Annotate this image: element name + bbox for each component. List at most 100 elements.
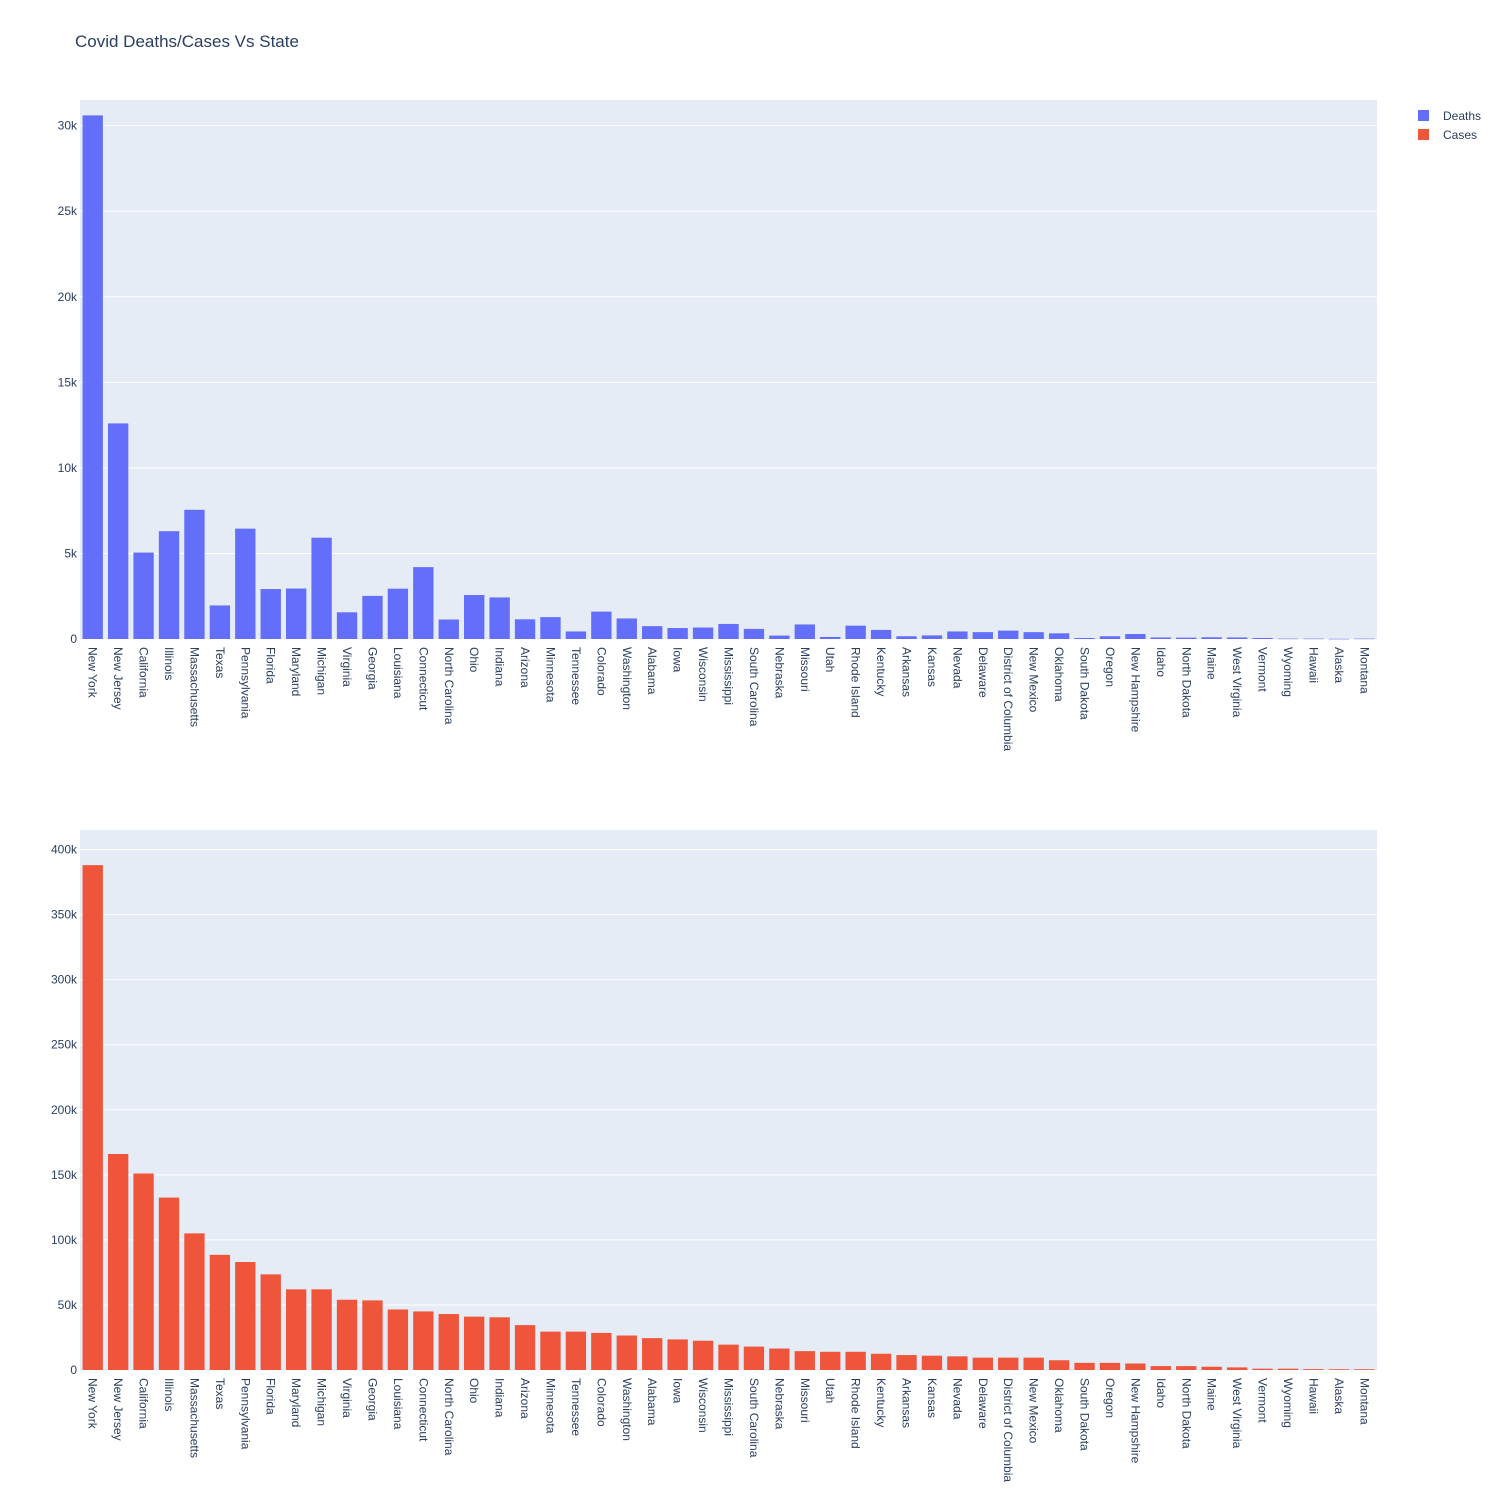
deaths-bar: [870, 629, 892, 639]
deaths-xtick-label: Vermont: [1256, 647, 1270, 692]
cases-xtick-label: Iowa: [671, 1378, 685, 1404]
deaths-xtick-label: Kansas: [925, 647, 939, 687]
deaths-xtick-label: Georgia: [365, 647, 379, 690]
cases-bar: [540, 1331, 561, 1370]
legend[interactable]: Deaths Cases: [1418, 106, 1481, 144]
chart-title: Covid Deaths/Cases Vs State: [75, 32, 299, 51]
cases-xtick-label: North Carolina: [442, 1378, 456, 1456]
deaths-xtick-label: Alaska: [1332, 647, 1346, 683]
deaths-bar: [718, 623, 739, 639]
deaths-xtick-label: Connecticut: [416, 647, 430, 711]
cases-xtick-label: Ohio: [467, 1378, 481, 1404]
cases-ytick-label: 100k: [51, 1233, 78, 1247]
deaths-bar: [896, 636, 917, 639]
deaths-xtick-label: Utah: [823, 647, 837, 672]
deaths-xtick-label: District of Columbia: [1001, 647, 1015, 751]
legend-swatch-cases: [1418, 129, 1429, 140]
cases-bar: [1226, 1367, 1248, 1370]
deaths-xtick-label: Wisconsin: [696, 647, 710, 702]
deaths-xtick-label: Texas: [213, 647, 227, 678]
cases-bar: [1048, 1360, 1070, 1370]
deaths-bar: [260, 589, 281, 639]
cases-xtick-label: South Carolina: [747, 1378, 761, 1458]
deaths-xtick-label: Minnesota: [543, 647, 557, 703]
cases-bar: [235, 1262, 256, 1370]
deaths-bar: [1099, 636, 1121, 639]
cases-bar: [1125, 1363, 1146, 1370]
cases-xtick-label: Michigan: [315, 1378, 329, 1426]
deaths-bar: [591, 611, 612, 639]
cases-xtick-label: Connecticut: [416, 1378, 430, 1442]
deaths-xtick-label: Florida: [264, 647, 278, 684]
cases-xtick-label: Alaska: [1332, 1378, 1346, 1414]
legend-swatch-deaths: [1418, 110, 1429, 121]
cases-xtick-label: Arkansas: [900, 1378, 914, 1428]
deaths-xtick-label: Hawaii: [1306, 647, 1320, 683]
deaths-bar: [514, 619, 536, 639]
deaths-bar: [1277, 638, 1299, 640]
deaths-bar: [184, 509, 205, 639]
cases-bar: [1176, 1366, 1197, 1370]
cases-ytick-label: 400k: [51, 843, 78, 857]
cases-bar: [1023, 1357, 1044, 1370]
legend-item-cases[interactable]: Cases: [1418, 125, 1481, 144]
cases-bar: [998, 1357, 1019, 1370]
deaths-bar: [616, 618, 637, 639]
deaths-ytick-label: 20k: [58, 290, 78, 304]
deaths-xtick-label: Montana: [1357, 647, 1371, 694]
deaths-xtick-label: South Dakota: [1078, 647, 1092, 720]
deaths-bar: [692, 627, 714, 639]
deaths-bar: [1150, 637, 1172, 639]
deaths-xtick-label: Oklahoma: [1052, 647, 1066, 702]
cases-xtick-label: Nebraska: [772, 1378, 786, 1430]
cases-ytick-label: 350k: [51, 908, 78, 922]
cases-xtick-label: Maine: [1205, 1378, 1219, 1411]
cases-xtick-label: Georgia: [365, 1378, 379, 1421]
cases-xtick-label: Idaho: [1154, 1378, 1168, 1408]
cases-bar: [947, 1356, 968, 1370]
deaths-bar: [336, 612, 358, 639]
deaths-bar: [540, 617, 561, 639]
cases-bar: [870, 1353, 892, 1370]
deaths-bar: [1354, 638, 1375, 640]
cases-xtick-label: New Mexico: [1027, 1378, 1041, 1444]
cases-bar: [591, 1332, 612, 1370]
deaths-bar: [769, 635, 790, 639]
deaths-xtick-label: Arizona: [518, 647, 532, 688]
cases-bar: [769, 1348, 790, 1370]
cases-bar: [820, 1351, 841, 1370]
cases-bar: [311, 1289, 332, 1370]
deaths-ytick-label: 15k: [58, 375, 78, 389]
cases-xtick-label: Nevada: [950, 1378, 964, 1420]
deaths-xtick-label: New York: [86, 647, 100, 699]
cases-xtick-label: Indiana: [493, 1378, 507, 1418]
cases-xtick-label: New Jersey: [111, 1378, 125, 1441]
cases-plot-area: [80, 830, 1377, 1370]
deaths-ytick-label: 25k: [58, 204, 78, 218]
cases-bar: [107, 1154, 129, 1370]
cases-xtick-label: Missouri: [798, 1378, 812, 1423]
cases-xtick-label: Delaware: [976, 1378, 990, 1429]
deaths-bar: [1176, 637, 1197, 639]
deaths-bar: [820, 636, 841, 639]
deaths-bar: [1328, 638, 1350, 640]
cases-xtick-label: District of Columbia: [1001, 1378, 1015, 1482]
cases-xtick-label: Massachusetts: [187, 1378, 201, 1458]
cases-ytick-label: 250k: [51, 1038, 78, 1052]
deaths-xtick-label: Nebraska: [772, 647, 786, 699]
deaths-xtick-label: Maine: [1205, 647, 1219, 680]
cases-xtick-label: Wyoming: [1281, 1378, 1295, 1428]
legend-item-deaths[interactable]: Deaths: [1418, 106, 1481, 125]
deaths-ytick-label: 30k: [58, 119, 78, 133]
deaths-bar: [464, 595, 485, 639]
deaths-xtick-label: North Carolina: [442, 647, 456, 725]
deaths-xtick-label: Maryland: [289, 647, 303, 696]
deaths-xtick-label: Pennsylvania: [238, 647, 252, 719]
deaths-bar: [387, 588, 409, 639]
cases-bar: [1150, 1366, 1172, 1370]
cases-bar: [1201, 1366, 1222, 1370]
deaths-xtick-label: Massachusetts: [187, 647, 201, 727]
cases-bar: [1354, 1369, 1375, 1370]
cases-xtick-label: Alabama: [645, 1378, 659, 1426]
deaths-bar: [1125, 634, 1146, 639]
